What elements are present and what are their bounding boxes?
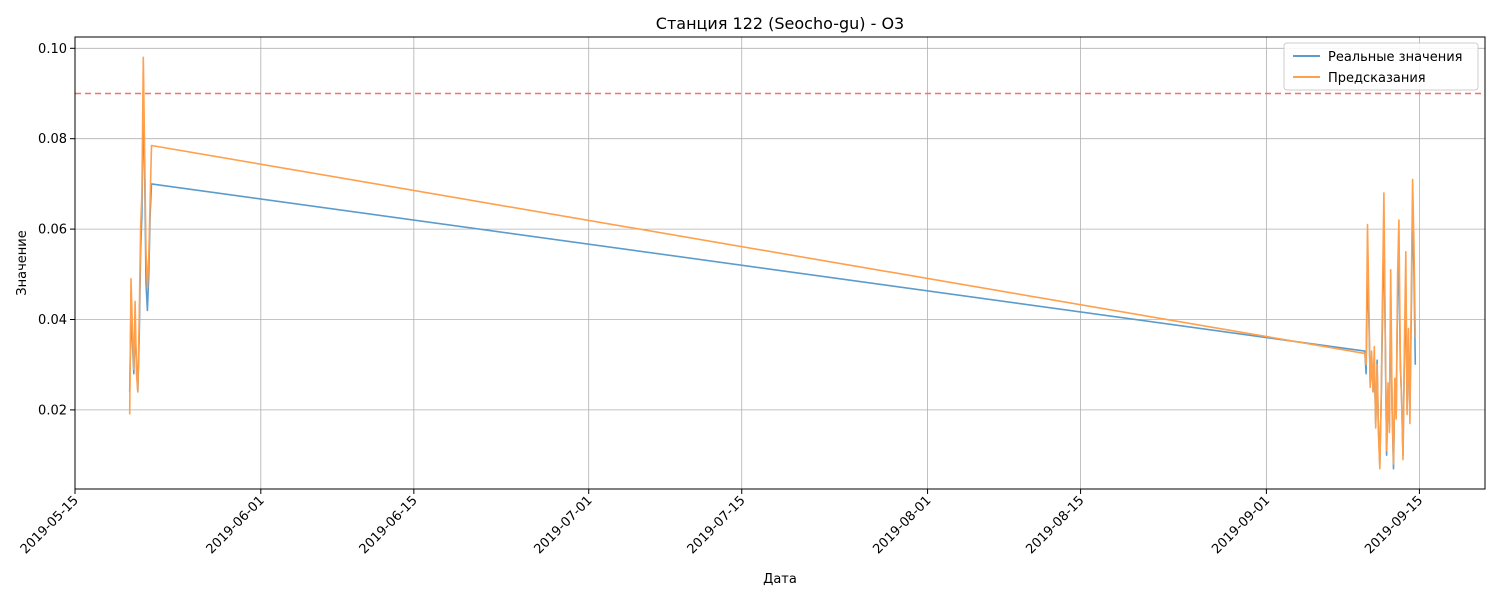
x-tick-label: 2019-06-01 [204,493,268,557]
x-tick-label: 2019-07-01 [532,493,596,557]
x-tick-label: 2019-05-15 [18,493,82,557]
grid [74,37,1485,489]
x-tick-label: 2019-06-15 [357,493,421,557]
x-tick-label: 2019-08-15 [1023,493,1087,557]
x-axis-title: Дата [763,572,797,587]
legend-box [1283,42,1479,91]
series-line-real [128,101,1417,470]
x-tick-label: 2019-07-15 [685,493,749,557]
x-tick-label: 2019-09-15 [1362,493,1426,557]
plot-frame [74,36,1486,490]
y-tick-label: 0.08 [38,132,67,147]
y-tick-label: 0.06 [38,223,67,238]
y-axis-title: Значение [15,230,30,295]
x-tick-label: 2019-08-01 [870,493,934,557]
legend-label-real: Реальные значения [1328,50,1463,65]
y-tick-label: 0.10 [38,42,67,57]
series-layer [128,56,1417,470]
legend: Реальные значения Предсказания [1283,42,1479,91]
legend-label-predicted: Предсказания [1328,71,1426,86]
x-axis: 2019-05-15 2019-06-01 2019-06-15 2019-07-01… [18,489,1426,557]
x-tick-label: 2019-09-01 [1209,493,1273,557]
chart-title: Станция 122 (Seocho-gu) - O3 [656,14,904,33]
series-line-predicted [128,56,1417,470]
y-tick-label: 0.04 [38,313,67,328]
y-tick-label: 0.02 [38,403,67,418]
y-axis: 0.02 0.04 0.06 0.08 0.10 [38,42,75,418]
